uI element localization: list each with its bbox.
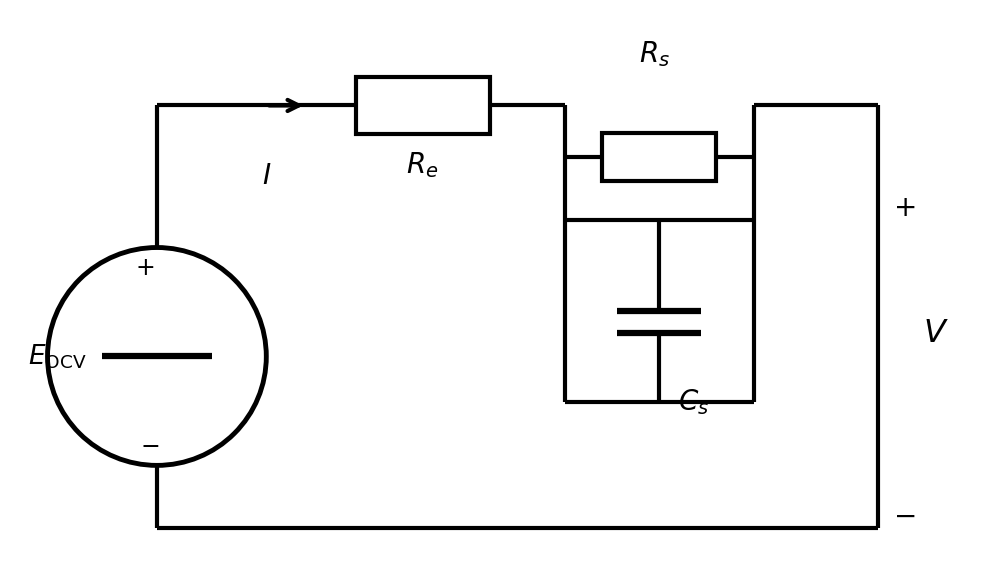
Text: $C_s$: $C_s$	[678, 387, 709, 417]
Text: $-$: $-$	[140, 433, 160, 457]
Text: $V$: $V$	[923, 318, 948, 349]
Text: $E_\mathrm{OCV}$: $E_\mathrm{OCV}$	[28, 342, 86, 371]
Text: $R_e$: $R_e$	[406, 150, 439, 180]
Bar	[602, 133, 716, 181]
Text: $-$: $-$	[893, 502, 915, 530]
Text: $R_s$: $R_s$	[639, 39, 670, 69]
Text: $I$: $I$	[262, 163, 271, 190]
Text: $+$: $+$	[893, 194, 915, 222]
Bar	[356, 77, 490, 134]
Text: $+$: $+$	[135, 256, 155, 280]
